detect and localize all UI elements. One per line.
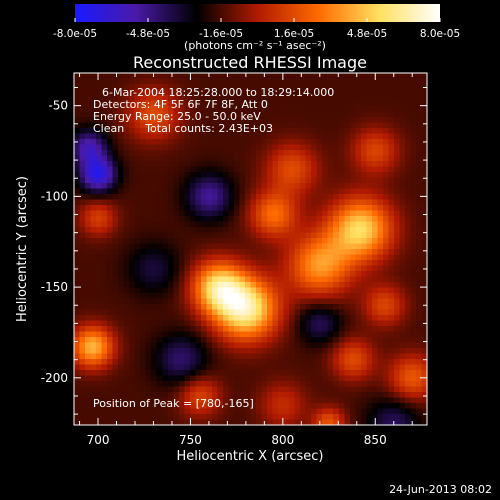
y-axis-label: Heliocentric Y (arcsec) — [15, 176, 30, 322]
colorbar-tick-label: -4.8e-05 — [126, 28, 170, 40]
colorbar-tick-label: 4.8e-05 — [347, 28, 387, 40]
annotation-detectors: Detectors: 4F 5F 6F 7F 8F, Att 0 — [93, 98, 268, 111]
colorbar-tick-label: 1.6e-05 — [274, 28, 314, 40]
colorbar-tick-label: -1.6e-05 — [199, 28, 243, 40]
colorbar-ticks — [74, 18, 441, 22]
y-tick-label: -50 — [48, 99, 68, 113]
x-tick-label: 750 — [179, 433, 202, 447]
footer-timestamp: 24-Jun-2013 08:02 — [389, 483, 492, 496]
annotation-clean-counts: Clean Total counts: 2.43E+03 — [93, 122, 273, 135]
x-axis-label: Heliocentric X (arcsec) — [177, 449, 324, 464]
x-axis-ticks: 700 750 800 850 — [79, 73, 413, 447]
heatmap-image — [74, 73, 427, 425]
annotation-time-range: 6-Mar-2004 18:25:28.000 to 18:29:14.000 — [102, 86, 334, 99]
colorbar — [75, 4, 440, 22]
colorbar-tick-label: 8.0e-05 — [420, 28, 460, 40]
plot-frame — [73, 72, 428, 426]
chart-title: Reconstructed RHESSI Image — [133, 53, 367, 72]
x-tick-label: 800 — [271, 433, 294, 447]
peak-position-label: Position of Peak = [780,-165] — [93, 397, 254, 410]
y-axis-ticks: -50 -100 -150 -200 — [41, 87, 427, 415]
x-tick-label: 700 — [87, 433, 110, 447]
y-tick-label: -200 — [41, 371, 68, 385]
y-tick-label: -150 — [41, 280, 68, 294]
colorbar-tick-labels: -8.0e-05 -4.8e-05 -1.6e-05 1.6e-05 4.8e-05 8.… — [53, 28, 460, 40]
y-tick-label: -100 — [41, 189, 68, 203]
x-tick-label: 850 — [364, 433, 387, 447]
colorbar-units-label: (photons cm⁻² s⁻¹ asec⁻²) — [184, 39, 326, 52]
annotation-energy-range: Energy Range: 25.0 - 50.0 keV — [93, 110, 261, 123]
colorbar-tick-label: -8.0e-05 — [53, 28, 97, 40]
annotation-block: 6-Mar-2004 18:25:28.000 to 18:29:14.000 … — [93, 86, 334, 135]
